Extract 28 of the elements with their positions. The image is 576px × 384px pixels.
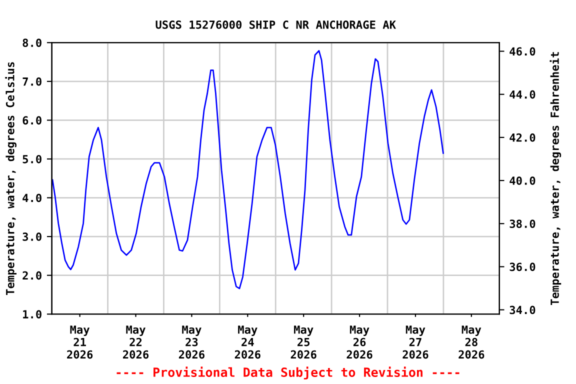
y-tick-label: 1.0 (23, 310, 42, 318)
y-tick-label: 2.0 (22, 271, 42, 280)
y2-tick-label: 40.0 (510, 176, 536, 185)
y-tick-label: 6.0 (22, 116, 42, 125)
y-tick-label: 8.0 (22, 38, 42, 48)
x-tick-label: May 22 2026 (123, 326, 149, 359)
chart-title: USGS 15276000 SHIP C NR ANCHORAGE AK (156, 20, 396, 29)
y-tick-label: 7.0 (22, 77, 42, 86)
y2-tick-label: 36.0 (510, 262, 536, 272)
y2-tick-label: 44.0 (510, 90, 536, 99)
y2-axis-title: Temperature, water, degrees Fahrenheit (550, 52, 562, 305)
y2-tick-label: 42.0 (510, 133, 536, 142)
x-tick-label: May 28 2026 (458, 326, 484, 359)
y-tick-label: 3.0 (22, 232, 42, 241)
y2-tick-label: 34.0 (510, 306, 536, 314)
y-tick-label: 5.0 (22, 154, 42, 164)
x-tick-label: May 21 2026 (67, 326, 93, 359)
x-tick-label: May 25 2026 (290, 326, 316, 359)
y-tick-label: 4.0 (22, 194, 42, 202)
x-tick-label: May 26 2026 (346, 326, 372, 359)
x-tick-label: May 27 2026 (402, 326, 428, 359)
x-tick-label: May 24 2026 (234, 326, 260, 359)
x-tick-label: May 23 2026 (178, 326, 204, 359)
y2-tick-label: 38.0 (510, 220, 536, 228)
y2-tick-label: 46.0 (510, 47, 536, 56)
line-series (52, 50, 444, 290)
text: ---- Provisional Data Subject to Revision ---- (116, 366, 460, 380)
y-axis-title: Temperature, water, degrees Celsius (5, 62, 16, 295)
